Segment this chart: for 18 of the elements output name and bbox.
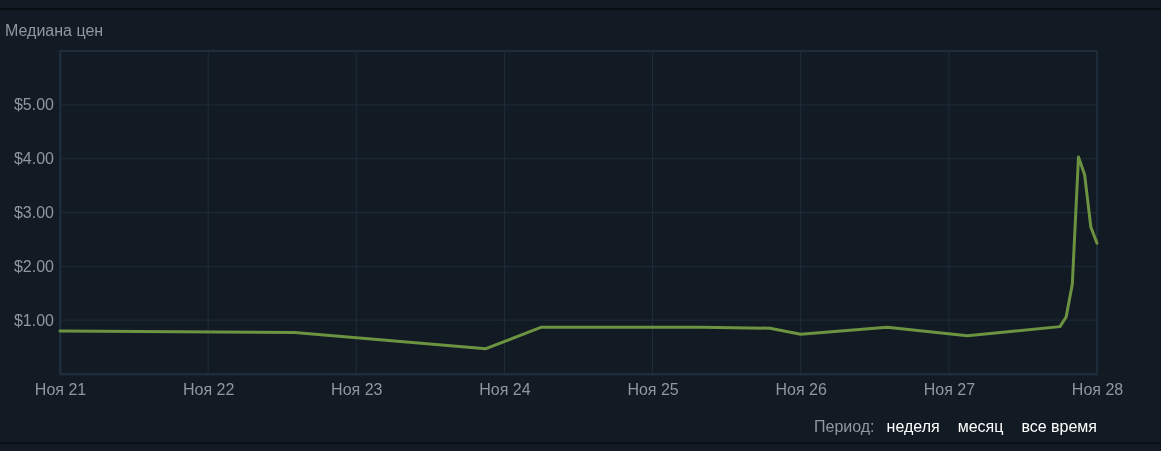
text: все время (1021, 418, 1097, 435)
y-tick-label: $4.00 (13, 150, 55, 168)
text: месяц (957, 418, 1004, 435)
y-tick-label: $3.00 (13, 204, 55, 222)
x-tick-label: Ноя 22 (182, 381, 235, 399)
x-tick-label: Ноя 24 (479, 381, 531, 399)
text: неделя (886, 418, 940, 435)
x-tick-label: Ноя 26 (775, 381, 827, 399)
x-tick-label: Ноя 23 (331, 381, 383, 399)
text: Период: (813, 418, 875, 435)
x-tick-label: Ноя 25 (627, 381, 679, 399)
x-tick-label: Ноя 28 (1071, 381, 1124, 399)
y-tick-label: $5.00 (13, 96, 55, 114)
x-tick-label: Ноя 27 (923, 381, 976, 399)
chart-title: Медиана цен (5, 22, 104, 39)
y-tick-label: $1.00 (13, 311, 55, 329)
y-tick-label: $2.00 (13, 257, 55, 275)
x-tick-label: Ноя 21 (34, 381, 87, 399)
